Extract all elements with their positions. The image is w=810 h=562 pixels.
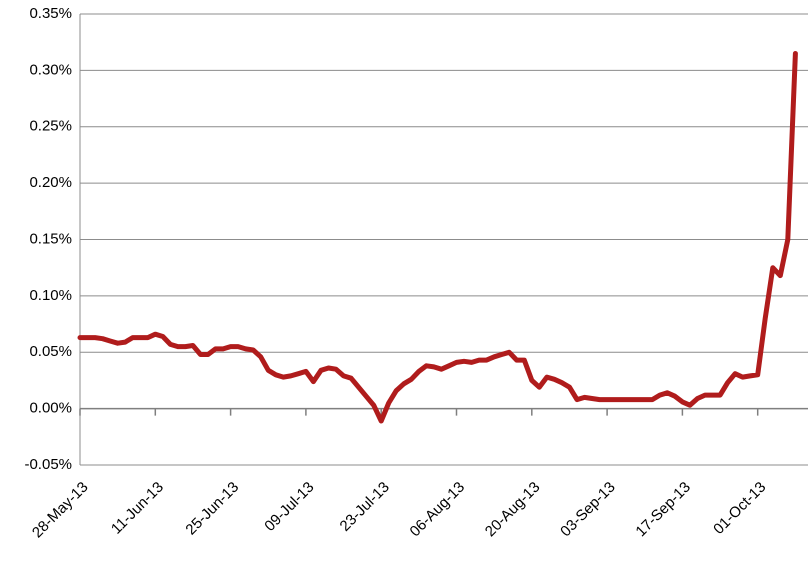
y-tick-label: 0.20% bbox=[29, 174, 72, 191]
y-tick-label: 0.30% bbox=[29, 61, 72, 78]
y-tick-label: 0.25% bbox=[29, 118, 72, 135]
x-tick-label: 11-Jun-13 bbox=[108, 479, 167, 538]
y-tick-label: -0.05% bbox=[24, 456, 72, 473]
x-tick-label: 20-Aug-13 bbox=[482, 479, 544, 541]
y-tick-label: 0.00% bbox=[29, 400, 72, 417]
x-tick-label: 28-May-13 bbox=[29, 479, 92, 542]
y-tick-label: 0.05% bbox=[29, 343, 72, 360]
y-tick-label: 0.10% bbox=[29, 287, 72, 304]
x-tick-label: 01-Oct-13 bbox=[710, 479, 769, 538]
x-tick-label: 06-Aug-13 bbox=[407, 479, 469, 541]
y-tick-label: 0.15% bbox=[29, 230, 72, 247]
x-tick-label: 09-Jul-13 bbox=[261, 479, 317, 535]
x-tick-label: 23-Jul-13 bbox=[337, 479, 393, 535]
x-tick-label: 25-Jun-13 bbox=[182, 479, 242, 539]
y-tick-label: 0.35% bbox=[29, 5, 72, 22]
x-tick-label: 03-Sep-13 bbox=[557, 479, 619, 541]
x-tick-label: 17-Sep-13 bbox=[632, 479, 694, 541]
data-line bbox=[77, 51, 798, 424]
